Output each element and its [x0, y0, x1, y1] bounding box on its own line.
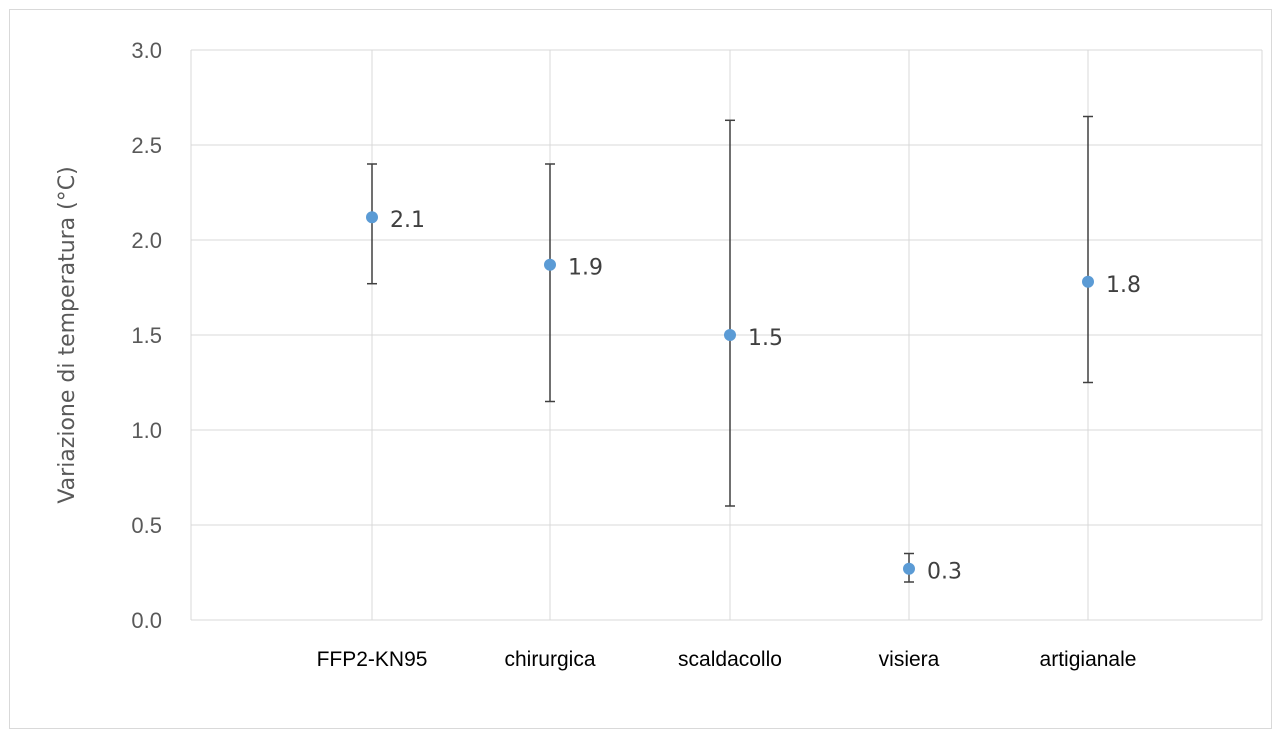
y-tick-label: 0.0 — [131, 608, 162, 633]
data-label: 2.1 — [390, 208, 425, 233]
data-label: 1.9 — [568, 256, 603, 281]
data-labels: 2.1 1.9 1.5 0.3 1.8 — [390, 208, 1141, 585]
data-point — [366, 211, 378, 224]
x-tick-label: visiera — [879, 648, 940, 671]
data-point — [544, 258, 556, 271]
y-tick-label: 2.0 — [131, 228, 162, 253]
x-tick-label: chirurgica — [504, 648, 595, 671]
y-axis-label: Variazione di temperatura (°C) — [55, 166, 80, 503]
data-point — [724, 329, 736, 341]
x-tick-label: artigianale — [1040, 648, 1137, 671]
x-tick-label: FFP2-KN95 — [317, 648, 428, 671]
y-tick-label: 2.5 — [131, 133, 162, 158]
y-tick-label: 1.0 — [131, 418, 162, 443]
error-bars — [367, 115, 1093, 583]
data-label: 1.5 — [748, 326, 783, 351]
x-tick-label: scaldacollo — [678, 648, 782, 671]
y-tick-label: 1.5 — [131, 323, 162, 348]
y-tick-label: 3.0 — [131, 38, 162, 63]
y-tick-label: 0.5 — [131, 513, 162, 538]
data-points — [366, 211, 1094, 575]
chart-frame — [9, 9, 1272, 729]
x-tick-labels: FFP2-KN95 chirurgica scaldacollo visiera art… — [317, 648, 1137, 671]
y-tick-labels: 0.0 0.5 1.0 1.5 2.0 2.5 3.0 — [131, 38, 162, 633]
data-label: 0.3 — [927, 560, 962, 585]
data-point — [903, 562, 915, 575]
data-point — [1082, 275, 1094, 288]
data-label: 1.8 — [1106, 273, 1141, 298]
